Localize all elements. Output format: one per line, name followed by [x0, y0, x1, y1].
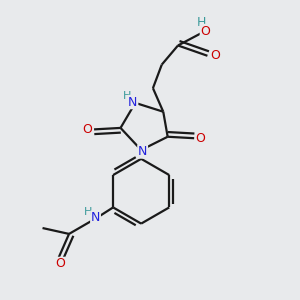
- Text: O: O: [196, 132, 206, 145]
- Text: N: N: [128, 95, 138, 109]
- Text: O: O: [55, 257, 65, 271]
- Text: H: H: [84, 207, 92, 218]
- Text: N: N: [91, 211, 100, 224]
- Text: H: H: [197, 16, 206, 29]
- Text: H: H: [123, 92, 131, 101]
- Text: O: O: [211, 49, 220, 62]
- Text: O: O: [82, 123, 92, 136]
- Text: N: N: [138, 145, 147, 158]
- Text: O: O: [200, 25, 210, 38]
